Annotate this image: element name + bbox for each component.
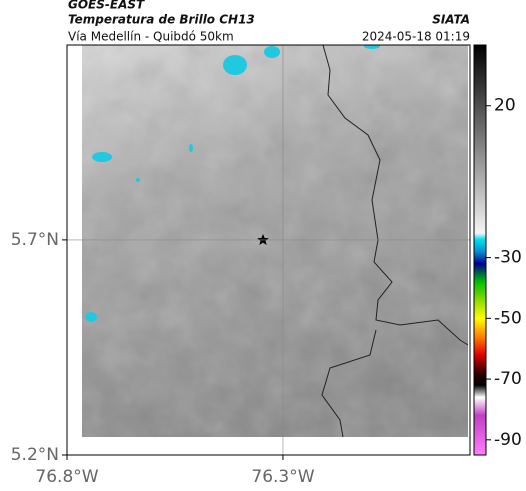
colorbar-tick-label: -70 bbox=[494, 369, 522, 389]
y-tick-label: 5.7°N bbox=[11, 230, 59, 250]
title: Temperatura de Brillo CH13 bbox=[68, 13, 255, 27]
axes: 76.8°W 76.3°W 5.7°N 5.2°N 20 -30 -50 -70 -90 bbox=[11, 45, 522, 487]
colorbar-tick-label: -30 bbox=[494, 248, 522, 268]
colorbar-tick-label: -50 bbox=[494, 308, 522, 328]
datetime: 2024-05-18 01:19 bbox=[362, 30, 470, 44]
imagery bbox=[82, 45, 468, 437]
satellite: GOES-EAST bbox=[68, 0, 145, 12]
location-marker bbox=[257, 234, 269, 245]
agency: SIATA bbox=[432, 13, 470, 27]
map-frame bbox=[66, 44, 471, 456]
colorbar bbox=[473, 44, 487, 456]
colorbar-tick-label: 20 bbox=[494, 96, 516, 116]
x-tick-label: 76.8°W bbox=[35, 467, 98, 487]
boundary bbox=[321, 44, 469, 438]
y-tick-label: 5.2°N bbox=[11, 445, 59, 465]
subtitle: Vía Medellín - Quibdó 50km bbox=[68, 30, 234, 44]
colorbar-tick-label: -90 bbox=[494, 430, 522, 450]
x-tick-label: 76.3°W bbox=[251, 467, 314, 487]
